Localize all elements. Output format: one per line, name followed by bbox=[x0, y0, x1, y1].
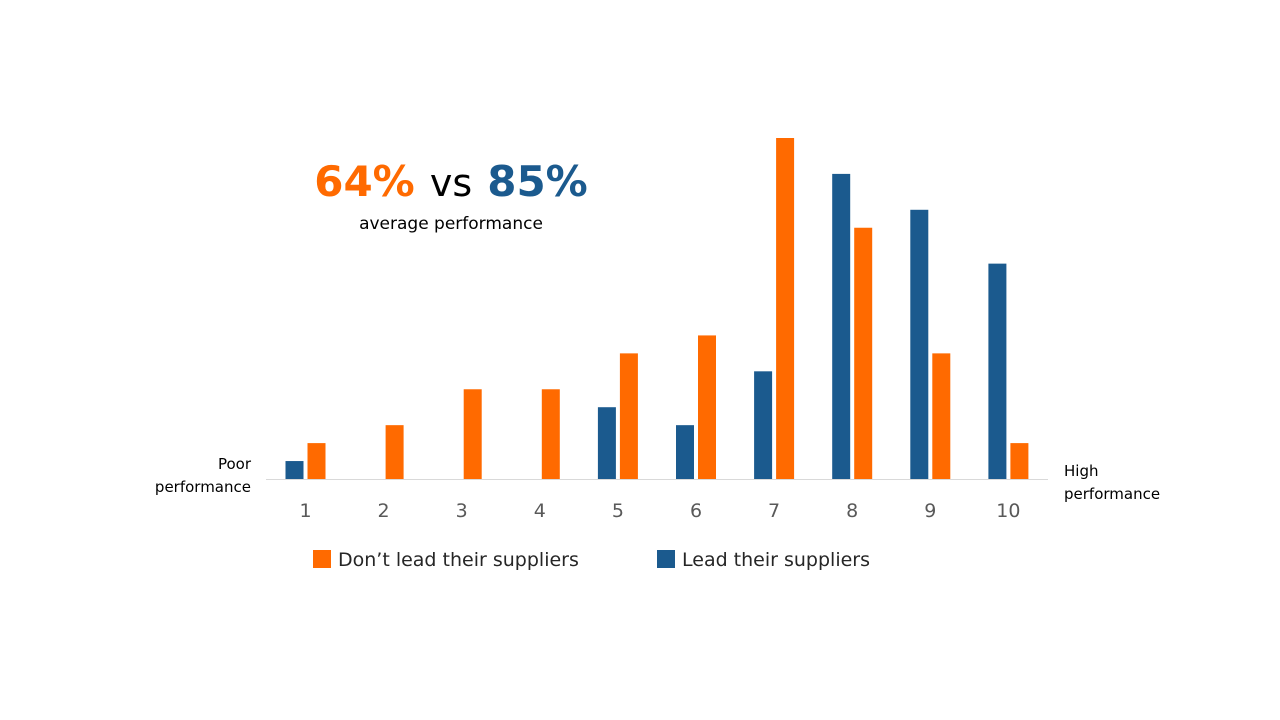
bar-blue-1 bbox=[285, 461, 304, 479]
poor-performance-label-line2: performance bbox=[155, 478, 251, 496]
headline-subtitle: average performance bbox=[359, 214, 543, 234]
x-tick-label-1: 1 bbox=[299, 500, 311, 522]
bar-orange-10 bbox=[1010, 443, 1029, 479]
x-tick-label-7: 7 bbox=[768, 500, 780, 522]
bar-orange-6 bbox=[698, 335, 716, 479]
high-performance-label-line1: High bbox=[1064, 462, 1098, 480]
bar-blue-7 bbox=[754, 371, 773, 479]
bars-group bbox=[285, 138, 1029, 480]
legend-label-dont-lead: Don’t lead their suppliers bbox=[338, 549, 579, 571]
bar-blue-8 bbox=[832, 173, 851, 480]
x-tick-label-4: 4 bbox=[534, 500, 546, 522]
bar-orange-4 bbox=[541, 389, 560, 479]
high-performance-label-line2: performance bbox=[1064, 485, 1160, 503]
legend-swatch-lead bbox=[657, 550, 675, 568]
headline: 64% vs 85% bbox=[314, 157, 588, 206]
x-tick-label-3: 3 bbox=[456, 500, 468, 522]
bar-orange-5 bbox=[619, 353, 638, 479]
x-tick-label-10: 10 bbox=[996, 500, 1020, 522]
x-tick-label-2: 2 bbox=[378, 500, 390, 522]
legend-label-lead: Lead their suppliers bbox=[682, 549, 870, 571]
x-tick-label-5: 5 bbox=[612, 500, 624, 522]
x-tick-label-9: 9 bbox=[924, 500, 936, 522]
bar-orange-1 bbox=[307, 443, 326, 479]
headline-left-value: 64% bbox=[314, 157, 415, 206]
x-tick-labels: 1 2 3 4 5 6 7 8 9 10 bbox=[299, 500, 1020, 522]
legend: Don’t lead their suppliers Lead their sup… bbox=[313, 549, 870, 571]
legend-swatch-dont-lead bbox=[313, 550, 331, 568]
bar-blue-10 bbox=[988, 263, 1007, 479]
bar-orange-7 bbox=[776, 138, 795, 479]
headline-right-value: 85% bbox=[487, 157, 588, 206]
poor-performance-label-line1: Poor bbox=[218, 455, 252, 473]
bar-orange-9 bbox=[932, 353, 951, 479]
bar-orange-8 bbox=[854, 227, 873, 479]
bar-blue-9 bbox=[910, 209, 929, 479]
bar-blue-5 bbox=[597, 407, 616, 479]
headline-vs: vs bbox=[430, 161, 472, 205]
x-tick-label-8: 8 bbox=[846, 500, 858, 522]
bar-orange-2 bbox=[385, 425, 404, 479]
bar-orange-3 bbox=[463, 389, 482, 479]
bar-blue-6 bbox=[676, 425, 694, 479]
x-tick-label-6: 6 bbox=[690, 500, 702, 522]
